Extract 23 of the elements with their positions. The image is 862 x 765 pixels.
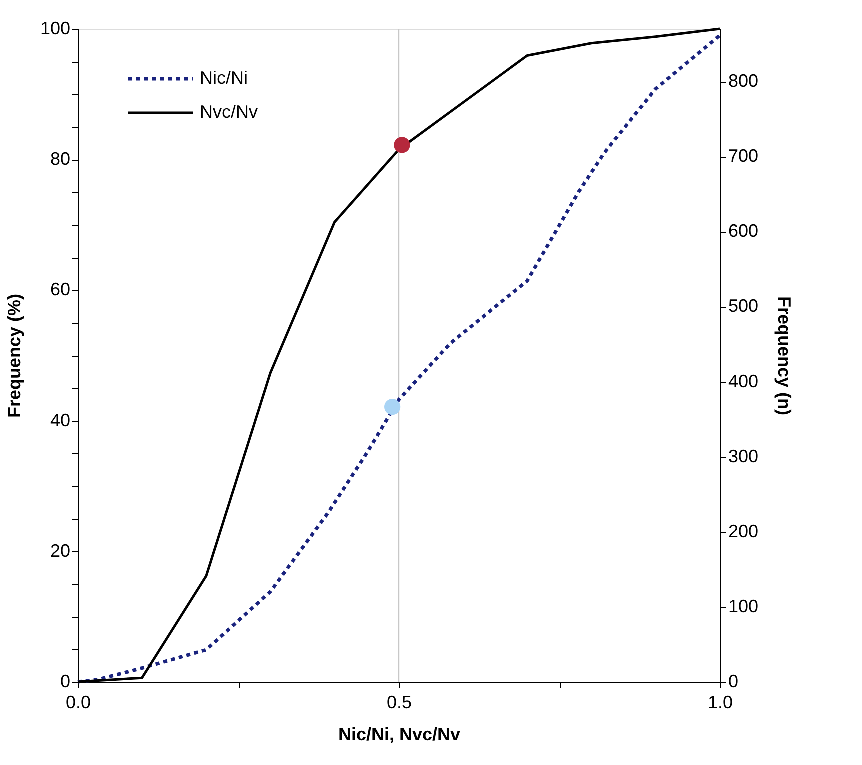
y-tick-label: 60 [50,280,70,300]
x-tick-label: 0.0 [66,692,92,712]
y-tick-label: 40 [50,410,70,430]
y-tick-label: 80 [50,149,70,170]
legend-label: Nvc/Nv [200,102,258,122]
y2-tick-label: 800 [728,71,759,92]
y2-tick-label: 300 [728,446,759,466]
y2-tick-label: 700 [728,146,759,166]
y2-tick-label: 500 [728,296,759,316]
legend-label: Nic/Ni [200,68,248,88]
y-tick-label: 100 [40,18,70,38]
y2-tick-label: 600 [728,221,759,242]
y2-tick-label: 400 [728,371,759,392]
y2-axis-title: Frequency (n) [774,296,795,416]
x-tick-label: 0.5 [386,692,412,712]
y-axis-title: Frequency (%) [4,294,24,418]
y2-tick-label: 0 [728,672,739,692]
y-tick-label: 20 [50,540,70,561]
y2-tick-label: 100 [728,596,759,616]
x-axis-title: Nic/Ni, Nvc/Nv [338,724,461,744]
y-tick-label: 0 [60,672,70,692]
y2-tick-label: 200 [728,521,759,542]
x-tick-label: 1.0 [708,692,734,712]
